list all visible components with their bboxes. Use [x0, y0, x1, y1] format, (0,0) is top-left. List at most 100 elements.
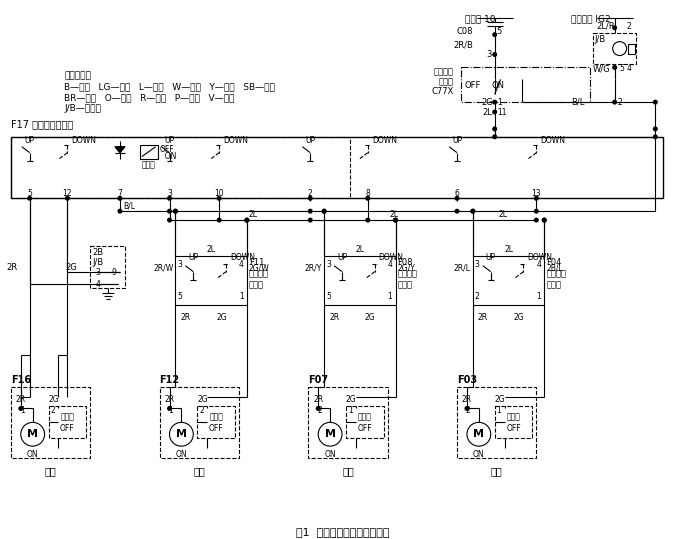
- Text: 前左: 前左: [45, 466, 56, 476]
- Text: 2R: 2R: [16, 395, 26, 404]
- Circle shape: [471, 209, 475, 213]
- Text: UP: UP: [337, 253, 347, 262]
- Text: C08: C08: [456, 27, 473, 36]
- Text: 4: 4: [95, 280, 100, 288]
- Text: 9: 9: [112, 268, 117, 277]
- Text: OFF: OFF: [506, 424, 521, 433]
- Text: B/L: B/L: [572, 98, 585, 107]
- Text: W/G: W/G: [593, 65, 611, 73]
- Text: ON: ON: [27, 450, 38, 459]
- Text: 前右: 前右: [491, 466, 503, 476]
- Polygon shape: [115, 147, 125, 153]
- Text: UP: UP: [452, 136, 462, 145]
- Text: 易熔线 10: 易熔线 10: [465, 14, 495, 23]
- Bar: [346, 406, 383, 438]
- Text: 2G: 2G: [197, 395, 208, 404]
- Text: 2: 2: [475, 292, 480, 301]
- Circle shape: [317, 407, 320, 410]
- Text: 2G: 2G: [65, 263, 77, 272]
- Text: 2R: 2R: [7, 263, 18, 272]
- Circle shape: [653, 100, 657, 104]
- Text: 2G: 2G: [49, 395, 59, 404]
- Circle shape: [217, 197, 221, 200]
- Text: C77X: C77X: [431, 87, 454, 96]
- Circle shape: [322, 209, 326, 213]
- Circle shape: [168, 218, 171, 222]
- Text: ON: ON: [492, 81, 505, 91]
- Circle shape: [653, 135, 657, 139]
- Text: 2: 2: [466, 406, 471, 416]
- Bar: [11, 137, 663, 198]
- Circle shape: [534, 209, 538, 213]
- Text: M: M: [27, 429, 38, 439]
- Text: F08: F08: [398, 258, 413, 267]
- Text: 5: 5: [177, 292, 182, 301]
- Text: 2R/L: 2R/L: [454, 264, 471, 273]
- Text: 2L: 2L: [499, 210, 508, 219]
- Text: 2G/Y: 2G/Y: [398, 264, 416, 273]
- Text: B—黑色   LG—浅绿   L—蓝色   W—白色   Y—黄色   SB—天蓝: B—黑色 LG—浅绿 L—蓝色 W—白色 Y—黄色 SB—天蓝: [65, 82, 275, 91]
- Circle shape: [465, 407, 469, 410]
- Text: 2: 2: [51, 406, 55, 416]
- Circle shape: [217, 218, 221, 222]
- Circle shape: [613, 100, 616, 104]
- Text: 3: 3: [486, 50, 492, 59]
- Text: M: M: [176, 429, 187, 439]
- Text: 2L: 2L: [390, 210, 398, 219]
- Circle shape: [366, 218, 370, 222]
- Text: 3: 3: [475, 260, 480, 269]
- Text: 开关锁: 开关锁: [142, 161, 156, 170]
- Circle shape: [245, 218, 249, 222]
- Circle shape: [174, 209, 177, 213]
- Text: 2R: 2R: [478, 313, 488, 322]
- Text: 10: 10: [214, 189, 224, 198]
- Text: UP: UP: [305, 136, 315, 145]
- Circle shape: [471, 209, 475, 213]
- Text: 7: 7: [117, 189, 122, 198]
- Text: 电动车窗
副开关: 电动车窗 副开关: [546, 270, 566, 289]
- Circle shape: [118, 209, 122, 213]
- Text: 2R/W: 2R/W: [153, 264, 173, 273]
- Text: 2R: 2R: [329, 313, 339, 322]
- Text: 5: 5: [620, 65, 624, 73]
- Text: M: M: [325, 429, 336, 439]
- Circle shape: [168, 407, 171, 410]
- Text: 继电器: 继电器: [439, 77, 454, 86]
- Text: 2B: 2B: [92, 248, 103, 257]
- Text: 2: 2: [317, 406, 322, 416]
- Text: 11: 11: [497, 108, 507, 116]
- Text: 断路器: 断路器: [358, 412, 372, 421]
- Bar: [11, 386, 90, 458]
- Text: F04: F04: [546, 258, 562, 267]
- Text: 线色代号：: 线色代号：: [65, 71, 91, 80]
- Text: 电动车窗
副开关: 电动车窗 副开关: [249, 270, 269, 289]
- Text: 1: 1: [239, 292, 244, 301]
- Text: 后右: 后右: [342, 466, 354, 476]
- Text: OFF: OFF: [159, 145, 174, 154]
- Text: 5: 5: [326, 292, 331, 301]
- Text: ON: ON: [473, 450, 484, 459]
- Text: 2G: 2G: [495, 395, 506, 404]
- Text: 2R: 2R: [165, 395, 174, 404]
- Circle shape: [455, 197, 459, 200]
- Circle shape: [493, 33, 497, 37]
- Text: ON: ON: [159, 151, 176, 161]
- Circle shape: [653, 127, 657, 130]
- Circle shape: [174, 209, 177, 213]
- Text: DOWN: DOWN: [379, 253, 404, 262]
- Circle shape: [308, 209, 312, 213]
- Text: J/B: J/B: [92, 258, 104, 267]
- Text: 图1  基础车型电动车窗线路图: 图1 基础车型电动车窗线路图: [296, 528, 390, 537]
- Text: 3: 3: [167, 189, 172, 198]
- Text: 2: 2: [199, 406, 204, 416]
- Text: DOWN: DOWN: [528, 253, 552, 262]
- Text: F17 电动车窗主开关: F17 电动车窗主开关: [11, 119, 73, 129]
- Text: 1: 1: [387, 292, 392, 301]
- Text: 2L/R: 2L/R: [597, 22, 616, 31]
- Text: DOWN: DOWN: [223, 136, 248, 145]
- Text: 2B/L: 2B/L: [546, 264, 563, 273]
- Bar: [324, 256, 396, 306]
- Circle shape: [394, 218, 397, 222]
- Text: UP: UP: [164, 136, 174, 145]
- Bar: [473, 256, 544, 306]
